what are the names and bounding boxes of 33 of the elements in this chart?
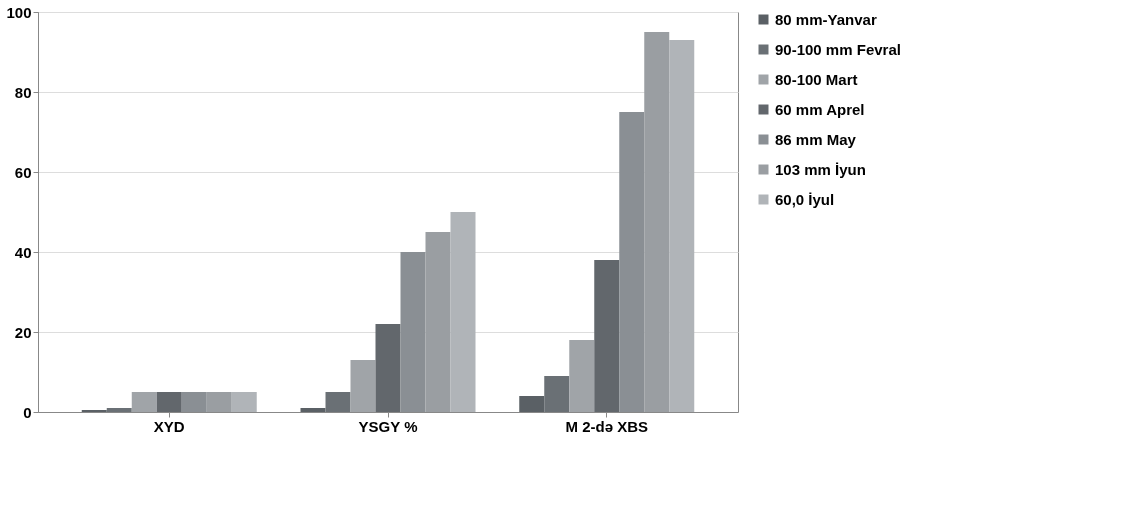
x-tick-label: XYD — [153, 417, 185, 435]
y-tick-label: 60 — [14, 163, 32, 181]
bar — [350, 360, 376, 412]
legend-label: 60 mm Aprel — [775, 100, 865, 118]
y-tick-label: 20 — [14, 323, 32, 341]
bar — [106, 408, 132, 412]
bar — [231, 392, 257, 412]
legend-label: 103 mm İyun — [775, 160, 866, 178]
bar — [450, 212, 476, 412]
bar — [594, 260, 620, 412]
bar — [519, 396, 545, 412]
x-tick-label: M 2-də XBS — [565, 417, 649, 435]
bar — [544, 376, 570, 412]
bar — [300, 408, 326, 412]
bar — [131, 392, 157, 412]
bar — [325, 392, 351, 412]
legend-label: 86 mm May — [775, 130, 857, 148]
legend-label: 80-100 Mart — [775, 70, 858, 88]
bar — [669, 40, 695, 412]
x-tick-label: YSGY % — [358, 417, 418, 435]
bar — [206, 392, 232, 412]
y-tick-label: 100 — [6, 3, 32, 21]
bar — [375, 324, 401, 412]
y-tick-label: 80 — [14, 83, 32, 101]
bar — [425, 232, 451, 412]
legend-label: 60,0 İyul — [775, 190, 835, 208]
legend-label: 80 mm-Yanvar — [775, 10, 877, 28]
legend-label: 90-100 mm Fevral — [775, 40, 901, 58]
y-tick-label: 40 — [14, 243, 32, 261]
y-tick-label: 0 — [23, 403, 32, 421]
bar — [644, 32, 670, 412]
bar — [569, 340, 595, 412]
bar — [156, 392, 182, 412]
